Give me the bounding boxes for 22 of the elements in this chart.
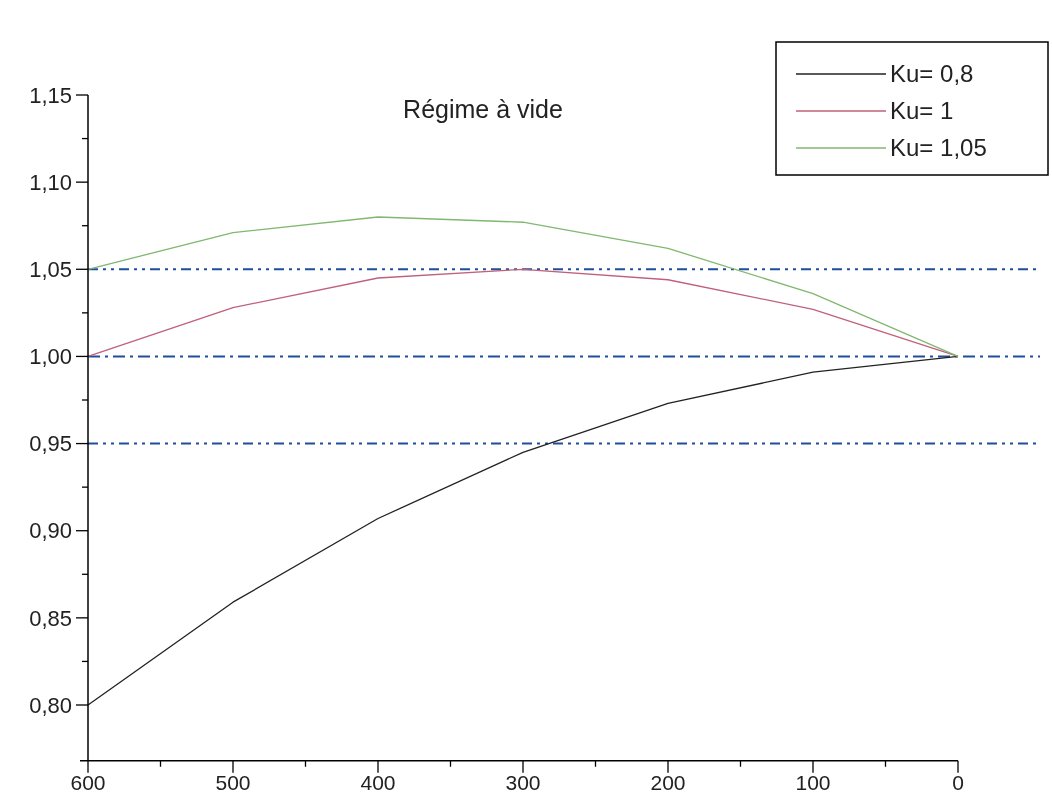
y-tick-label: 1,10 <box>29 169 72 195</box>
x-tick-label: 400 <box>360 770 396 794</box>
y-tick-label: 1,00 <box>29 344 72 370</box>
line-series <box>87 355 959 706</box>
y-tick-label: 1,05 <box>29 256 72 282</box>
x-tick-label: 600 <box>70 770 106 794</box>
legend-label: Ku= 0,8 <box>890 60 974 88</box>
y-tick-label: 0,80 <box>29 692 72 718</box>
line-series <box>87 268 959 358</box>
legend-label: Ku= 1,05 <box>890 134 987 162</box>
x-tick-label: 500 <box>215 770 251 794</box>
y-tick-label: 0,95 <box>29 431 72 457</box>
line-series <box>87 216 959 358</box>
y-tick-label: 0,90 <box>29 518 72 544</box>
x-tick-label: 100 <box>795 770 831 794</box>
x-tick-label: 0 <box>952 770 964 794</box>
y-tick-label: 1,15 <box>29 82 72 108</box>
x-tick-label: 200 <box>650 770 686 794</box>
x-tick-label: 300 <box>505 770 541 794</box>
legend-label: Ku= 1 <box>890 97 954 125</box>
chart-title: Régime à vide <box>403 95 563 123</box>
y-tick-label: 0,85 <box>29 605 72 631</box>
